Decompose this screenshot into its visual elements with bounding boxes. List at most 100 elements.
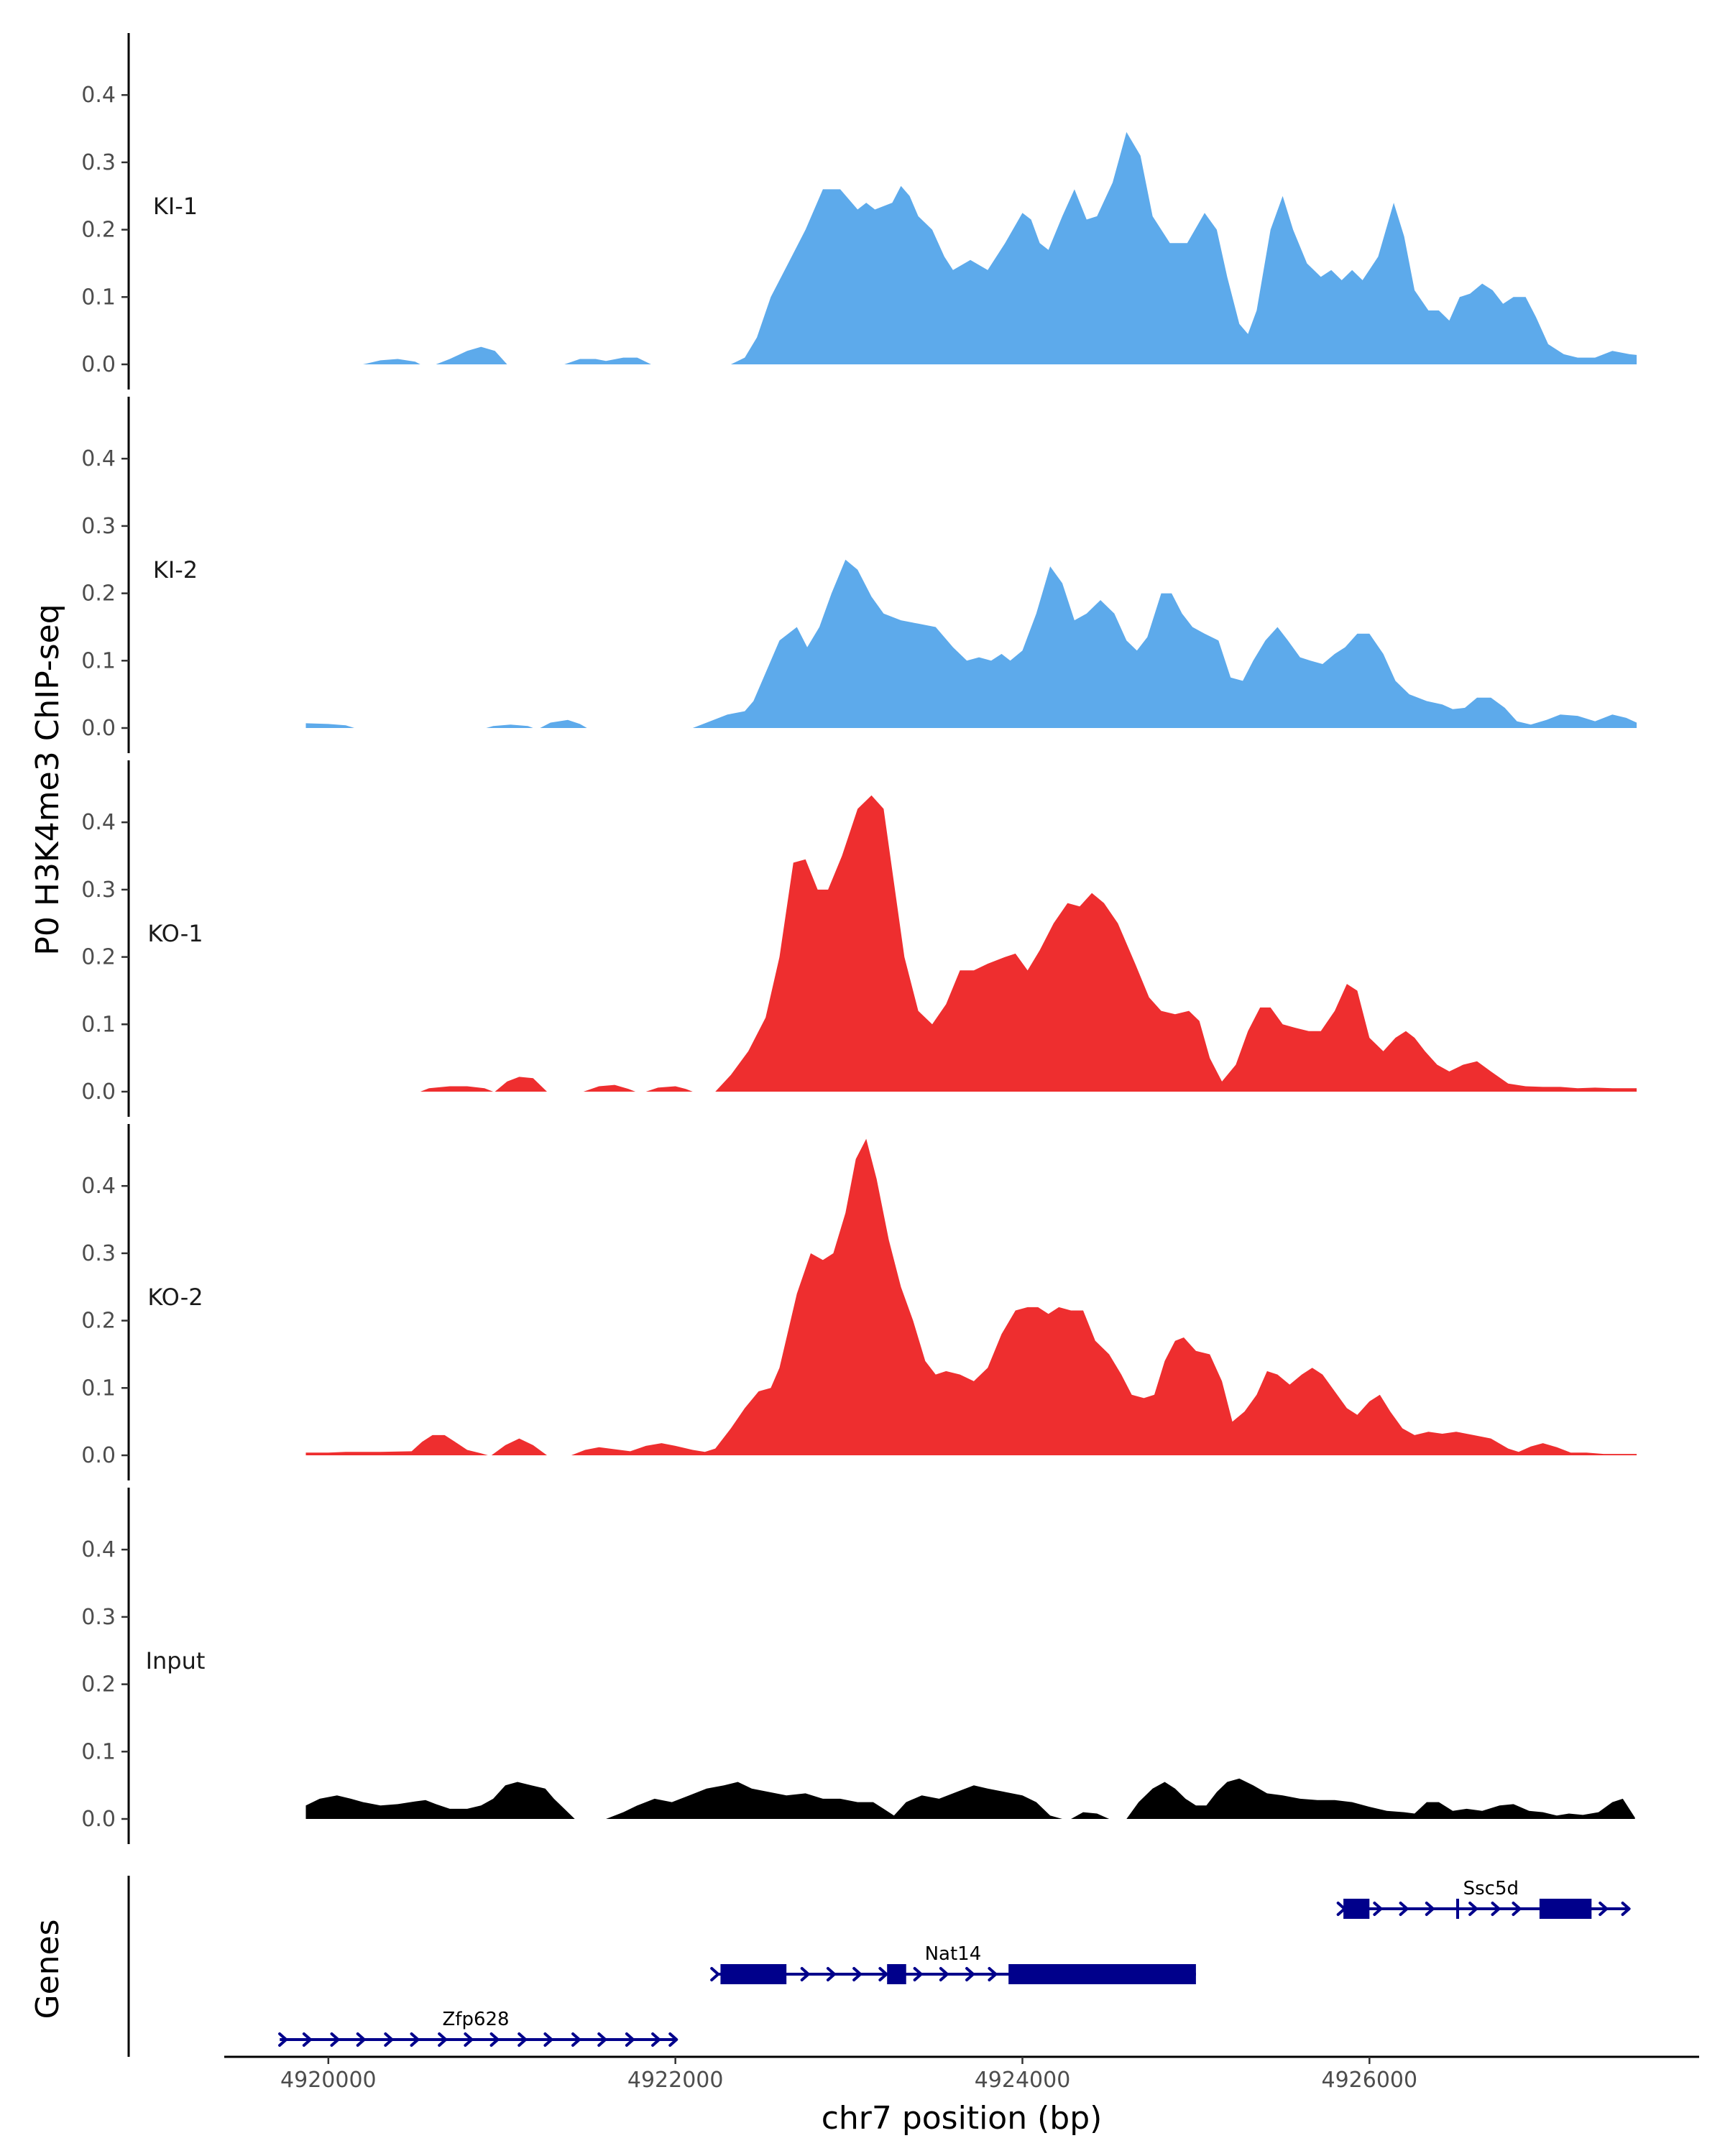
track-label: Input [146, 1647, 206, 1674]
track-ki-2: 0.0 0.1 0.2 0.3 0.4 KI-2 [81, 397, 1637, 753]
strand-arrow [852, 1967, 862, 1981]
x-tick-label: 4922000 [627, 2068, 724, 2093]
strand-arrow [330, 2032, 340, 2047]
y-tick-label: 0.4 [81, 446, 116, 471]
gene-nat14: Nat14 [710, 1943, 1196, 1984]
y-tick-label: 0.0 [81, 352, 116, 377]
track-ki-1: 0.0 0.1 0.2 0.3 0.4 KI-1 [81, 33, 1637, 390]
strand-arrow [597, 2032, 607, 2047]
gene-track: Ssc5d Nat14 Zfp628 [127, 1876, 1631, 2057]
strand-arrow [1468, 1902, 1478, 1916]
area-input [1071, 1812, 1110, 1819]
area-ko-1 [583, 1084, 636, 1092]
strand-arrow [988, 1967, 998, 1981]
strand-arrow [1491, 1902, 1501, 1916]
genes-axis-title: Genes [29, 1919, 66, 2019]
strand-arrow [1425, 1902, 1435, 1916]
area-ko-1 [420, 1086, 494, 1092]
strand-arrow [1598, 1902, 1609, 1916]
y-tick-label: 0.2 [81, 1309, 116, 1334]
area-ko-1 [494, 1077, 547, 1092]
area-ki-1 [564, 357, 651, 364]
gene-ssc5d: Ssc5d [1336, 1878, 1631, 1919]
y-tick-label: 0.4 [81, 1174, 116, 1199]
area-ki-2 [540, 719, 587, 728]
gene-exon [1456, 1899, 1460, 1919]
gene-exon [720, 1964, 787, 1984]
y-tick-label: 0.0 [81, 716, 116, 741]
strand-arrow [1399, 1902, 1409, 1916]
y-tick-label: 0.3 [81, 1605, 116, 1630]
track-label: KO-2 [147, 1284, 203, 1311]
strand-arrow [489, 2032, 500, 2047]
y-tick-label: 0.1 [81, 1012, 116, 1037]
y-tick-label: 0.4 [81, 1537, 116, 1562]
y-tick-label: 0.3 [81, 150, 116, 175]
area-ko-2 [305, 1434, 488, 1455]
gene-exon [1539, 1899, 1592, 1919]
strand-arrow [625, 2032, 635, 2047]
y-tick-label: 0.2 [81, 218, 116, 243]
y-tick-label: 0.0 [81, 1079, 116, 1105]
strand-arrow [878, 1967, 888, 1981]
area-ki-2 [486, 724, 533, 728]
y-tick-label: 0.2 [81, 581, 116, 607]
track-input: 0.0 0.1 0.2 0.3 0.4 Input [81, 1488, 1635, 1844]
y-tick-label: 0.3 [81, 1241, 116, 1266]
strand-arrow [965, 1967, 975, 1981]
x-tick-label: 4924000 [975, 2068, 1071, 2093]
strand-arrow [913, 1967, 923, 1981]
strand-arrow [800, 1967, 810, 1981]
x-tick-label: 4926000 [1322, 2068, 1418, 2093]
area-ki-2 [692, 559, 1637, 728]
gene-exon [1008, 1964, 1196, 1984]
area-ki-2 [305, 723, 355, 728]
y-tick-label: 0.1 [81, 648, 116, 673]
strand-arrow [826, 1967, 836, 1981]
strand-arrow [278, 2032, 288, 2047]
gene-label: Ssc5d [1463, 1878, 1519, 1899]
track-label: KI-2 [153, 556, 198, 584]
gene-label: Nat14 [925, 1943, 982, 1965]
strand-arrow [651, 2032, 661, 2047]
x-axis-title: chr7 position (bp) [822, 2100, 1103, 2137]
y-tick-label: 0.1 [81, 1376, 116, 1401]
area-input [1126, 1778, 1635, 1819]
y-tick-label: 0.3 [81, 877, 116, 903]
strand-arrow [410, 2032, 420, 2047]
area-ko-1 [645, 1086, 693, 1092]
y-tick-label: 0.1 [81, 285, 116, 310]
strand-arrow [302, 2032, 312, 2047]
area-ko-1 [715, 795, 1637, 1092]
gene-label: Zfp628 [442, 2009, 509, 2030]
gene-zfp628: Zfp628 [278, 2009, 678, 2047]
track-label: KO-1 [147, 920, 203, 947]
y-tick-label: 0.0 [81, 1443, 116, 1468]
y-tick-label: 0.2 [81, 945, 116, 970]
track-ko-2: 0.0 0.1 0.2 0.3 0.4 KO-2 [81, 1124, 1637, 1480]
strand-arrow [710, 1967, 720, 1981]
y-tick-label: 0.1 [81, 1739, 116, 1764]
track-panels: 0.00.10.20.30.4KI-10.00.10.20.30.4KI-20.… [81, 33, 1637, 1844]
area-ko-2 [571, 1138, 1637, 1455]
y-axis-title: P0 H3K4me3 ChIP-seq [29, 604, 66, 955]
strand-arrow [1512, 1902, 1522, 1916]
track-ko-1: 0.0 0.1 0.2 0.3 0.4 KO-1 [81, 760, 1637, 1117]
x-tick-label: 4920000 [280, 2068, 377, 2093]
x-axis: 4920000 4922000 4924000 4926000 [224, 2055, 1699, 2093]
strand-arrow [939, 1967, 949, 1981]
y-tick-label: 0.0 [81, 1807, 116, 1832]
area-input [606, 1782, 1062, 1819]
strand-arrow [668, 2032, 678, 2047]
area-ki-1 [730, 132, 1637, 364]
strand-arrow [1621, 1902, 1631, 1916]
y-tick-label: 0.4 [81, 810, 116, 835]
y-tick-label: 0.2 [81, 1672, 116, 1697]
y-tick-label: 0.3 [81, 514, 116, 539]
track-label: KI-1 [153, 193, 198, 220]
strand-arrow [356, 2032, 366, 2047]
strand-arrow [1373, 1902, 1383, 1916]
strand-arrow [543, 2032, 553, 2047]
y-tick-label: 0.4 [81, 83, 116, 108]
